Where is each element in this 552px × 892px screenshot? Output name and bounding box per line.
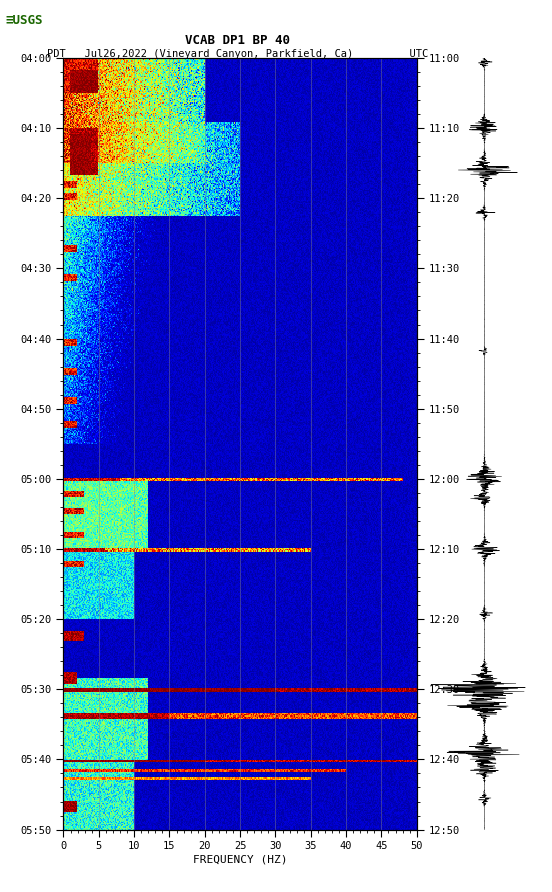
X-axis label: FREQUENCY (HZ): FREQUENCY (HZ) (193, 855, 288, 864)
Text: PDT   Jul26,2022 (Vineyard Canyon, Parkfield, Ca)         UTC: PDT Jul26,2022 (Vineyard Canyon, Parkfie… (47, 49, 428, 59)
Text: VCAB DP1 BP 40: VCAB DP1 BP 40 (185, 34, 290, 47)
Text: ≡USGS: ≡USGS (6, 13, 43, 27)
